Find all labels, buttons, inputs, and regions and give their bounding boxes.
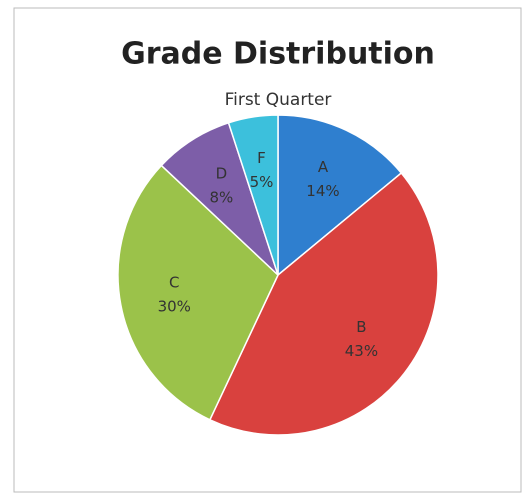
slice-value-label: 8% [210, 188, 234, 206]
slice-category-label: B [356, 318, 366, 336]
slice-category-label: C [169, 273, 179, 291]
slice-value-label: 5% [250, 173, 274, 191]
pie-slice [277, 114, 403, 277]
slice-category-label: D [216, 164, 228, 182]
pie-slice [227, 114, 279, 276]
slice-value-label: 43% [345, 342, 378, 360]
pie-slice [208, 171, 439, 436]
chart-subtitle: First Quarter [225, 90, 332, 110]
slice-value-label: 14% [306, 182, 339, 200]
slice-category-label: F [257, 149, 266, 167]
slice-value-label: 30% [158, 297, 191, 315]
slice-category-label: A [318, 158, 329, 176]
chart-title: Grade Distribution [121, 37, 435, 72]
pie-slice [117, 164, 279, 421]
